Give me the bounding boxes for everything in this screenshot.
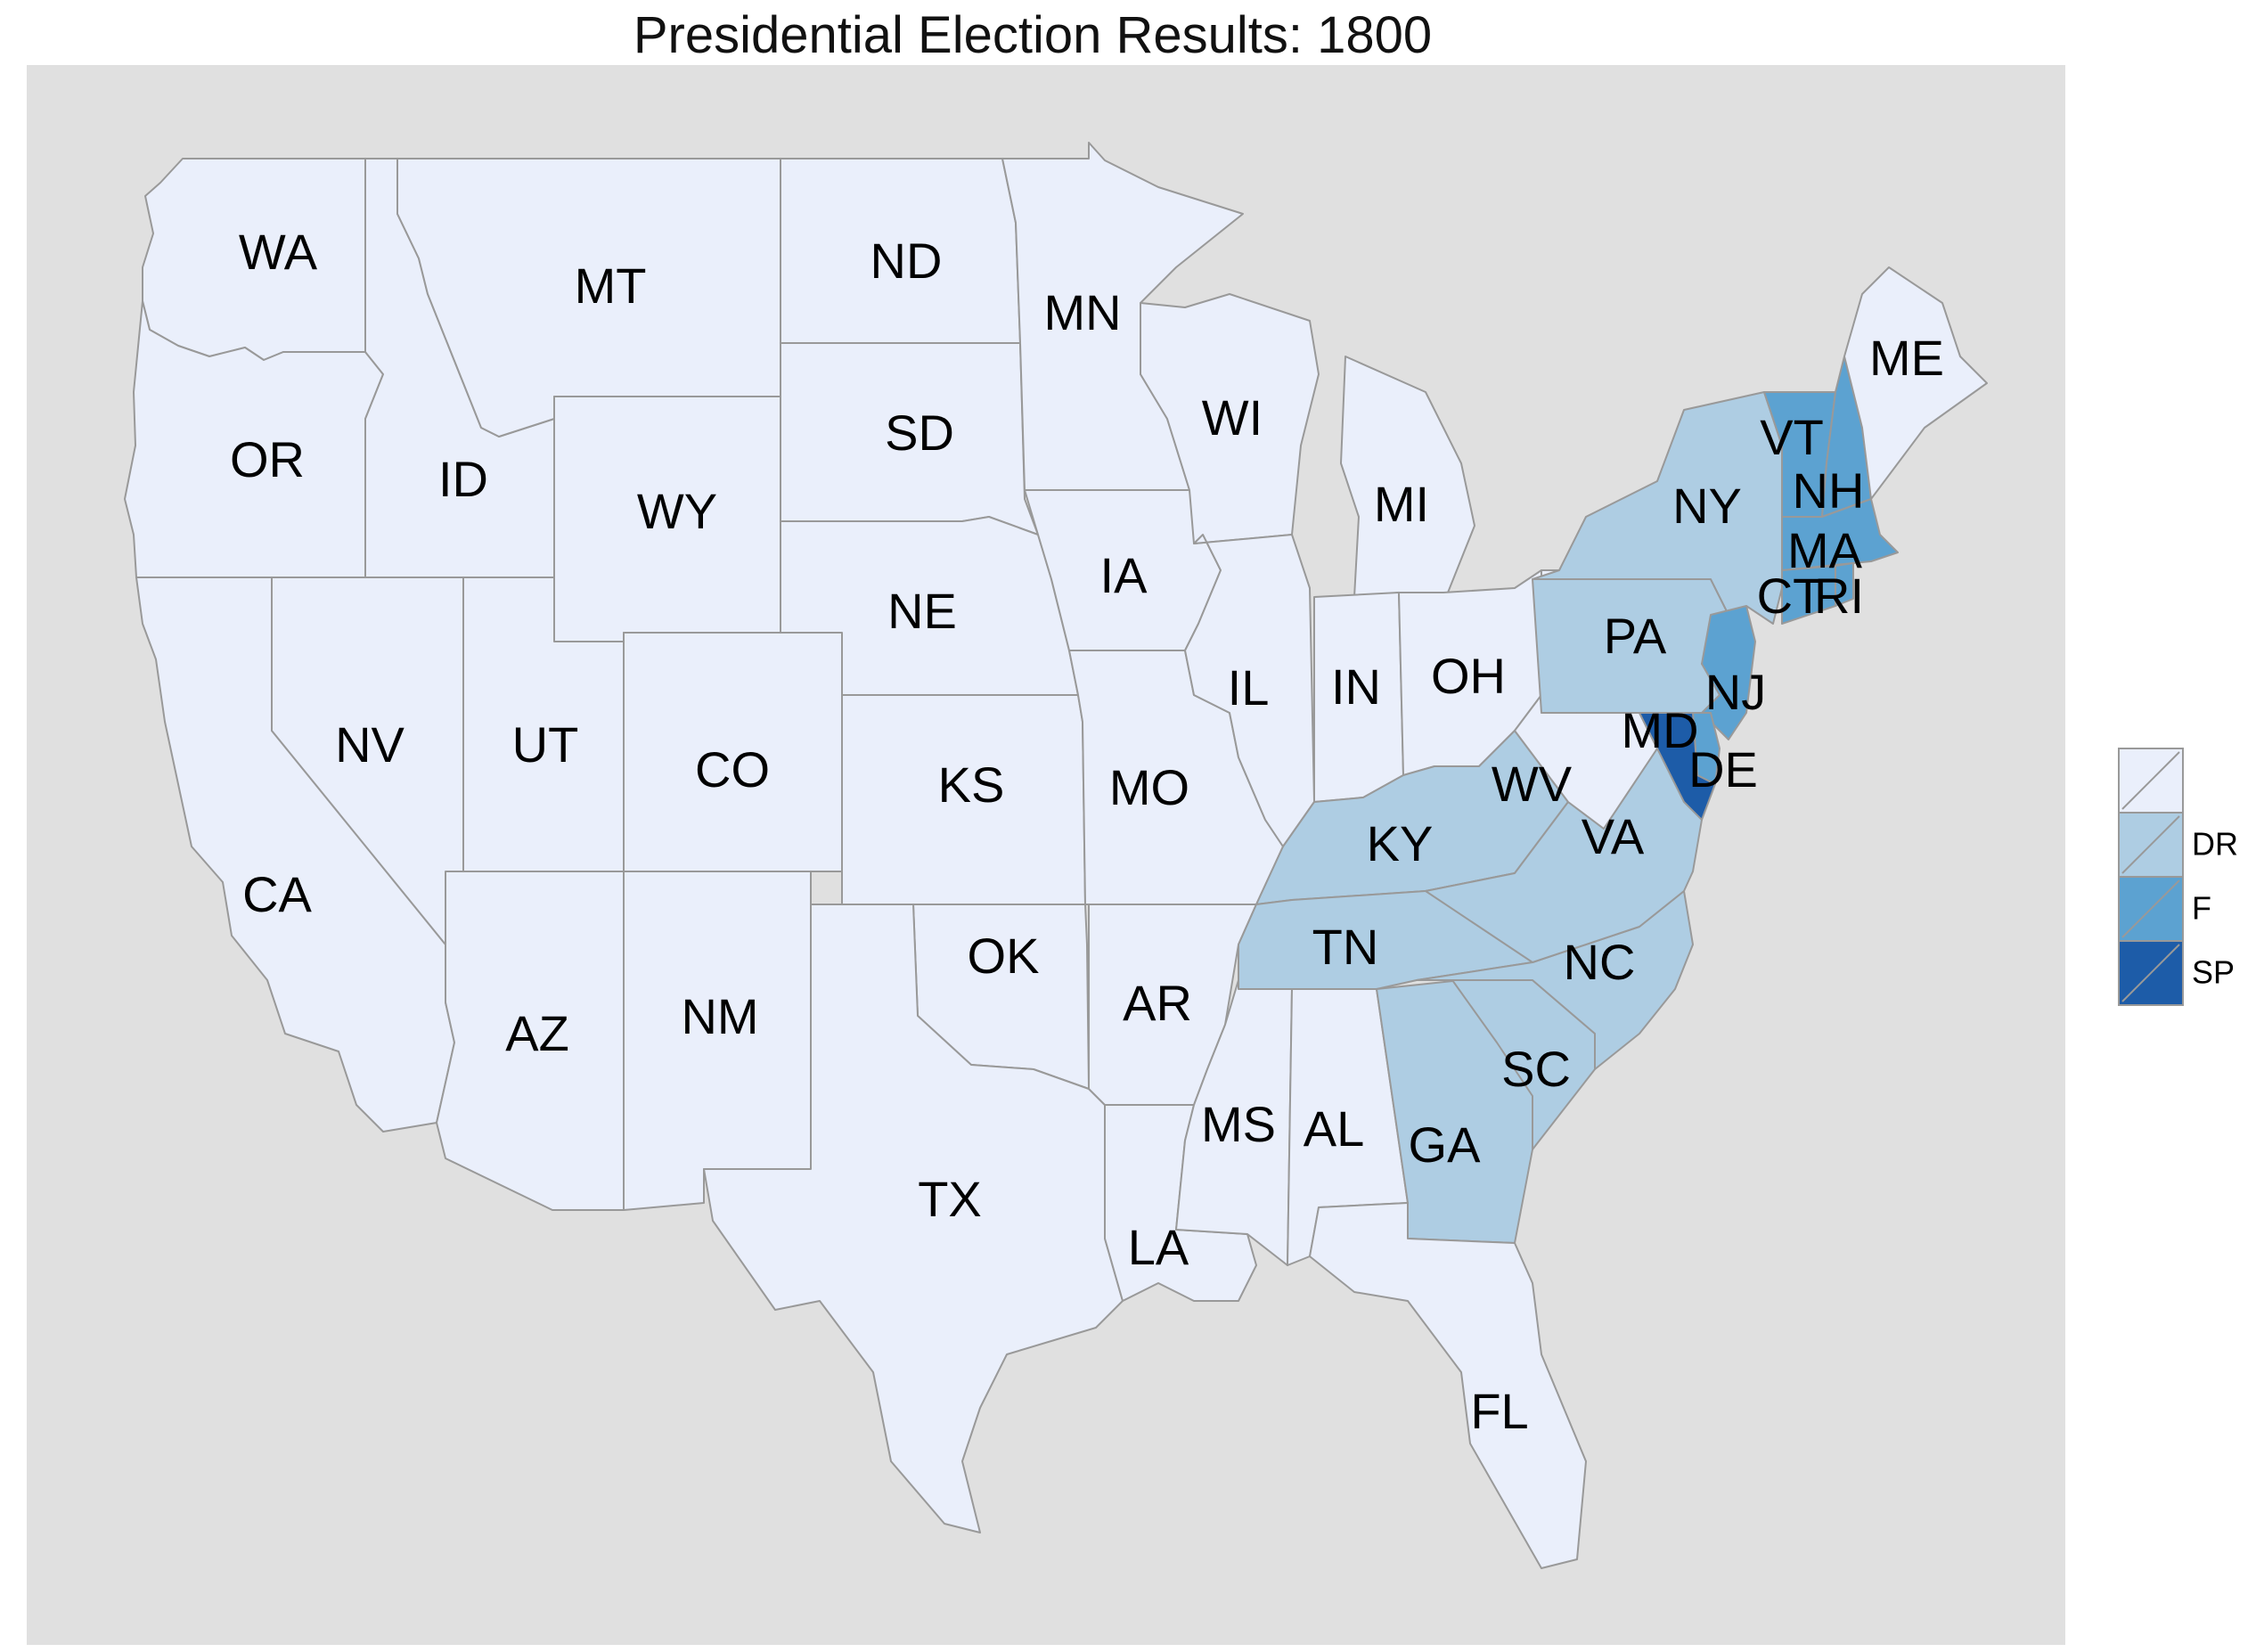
state-label-sc: SC — [1501, 1041, 1571, 1097]
state-label-az: AZ — [505, 1005, 569, 1061]
state-label-tx: TX — [918, 1171, 982, 1227]
state-label-va: VA — [1582, 808, 1645, 864]
state-label-ga: GA — [1409, 1116, 1482, 1173]
state-label-al: AL — [1304, 1100, 1365, 1157]
state-label-nj: NJ — [1705, 664, 1766, 720]
state-ms — [1175, 979, 1293, 1266]
state-label-vt: VT — [1760, 409, 1824, 465]
state-nj — [1701, 605, 1756, 740]
legend-label-sp: SP — [2192, 954, 2235, 991]
map-title: Presidential Election Results: 1800 — [633, 6, 1433, 64]
state-label-me: ME — [1869, 330, 1944, 386]
state-md — [1576, 712, 1716, 821]
state-label-wv: WV — [1492, 756, 1573, 812]
state-label-nh: NH — [1793, 462, 1865, 519]
state-label-ma: MA — [1787, 522, 1863, 578]
state-label-nv: NV — [335, 716, 405, 773]
legend-slash — [2121, 815, 2180, 874]
state-label-ms: MS — [1201, 1096, 1276, 1152]
state-label-wi: WI — [1202, 389, 1263, 446]
state-fl — [1309, 1202, 1587, 1569]
state-label-md: MD — [1621, 702, 1698, 758]
states-layer — [124, 142, 1988, 1569]
state-label-nd: ND — [870, 233, 943, 289]
legend-slash — [2121, 944, 2180, 1002]
state-label-pa: PA — [1604, 608, 1667, 664]
state-label-ny: NY — [1672, 478, 1742, 534]
state-label-ca: CA — [242, 866, 312, 922]
state-label-fl: FL — [1470, 1383, 1528, 1439]
legend-label-dr: DR — [2192, 826, 2238, 863]
state-label-mn: MN — [1043, 284, 1121, 340]
state-ri — [1835, 562, 1854, 607]
state-label-oh: OH — [1431, 648, 1506, 704]
state-label-la: LA — [1128, 1219, 1189, 1275]
legend-slash — [2121, 879, 2180, 938]
state-label-nm: NM — [681, 988, 758, 1044]
legend-slash — [2121, 751, 2180, 810]
state-label-ne: NE — [887, 583, 957, 639]
state-label-tn: TN — [1312, 919, 1379, 975]
state-label-ar: AR — [1123, 975, 1192, 1031]
state-label-in: IN — [1331, 658, 1381, 715]
state-label-ri: RI — [1814, 568, 1864, 624]
state-il — [1184, 534, 1315, 847]
state-label-co: CO — [695, 741, 770, 797]
state-label-mi: MI — [1374, 476, 1429, 532]
state-label-or: OR — [230, 431, 305, 487]
state-label-ky: KY — [1367, 815, 1434, 871]
state-label-ks: KS — [938, 756, 1005, 813]
state-label-ct: CT — [1757, 568, 1824, 624]
state-label-de: DE — [1688, 741, 1758, 797]
state-label-id: ID — [438, 451, 488, 507]
labels-layer: WA OR CA ID NV MT WY UT AZ CO NM ND SD NE KS OK TX MN IA MO… — [230, 224, 1944, 1439]
state-tx — [703, 904, 1124, 1533]
state-label-ia: IA — [1100, 547, 1148, 603]
state-me — [1843, 266, 1988, 500]
state-label-ut: UT — [512, 716, 579, 773]
state-label-il: IL — [1228, 659, 1270, 716]
legend-label-f: F — [2192, 890, 2211, 927]
state-label-mt: MT — [575, 258, 647, 314]
state-label-wa: WA — [239, 224, 318, 280]
state-label-sd: SD — [885, 405, 954, 461]
state-label-nc: NC — [1564, 934, 1636, 990]
legend: DR F SP — [2118, 748, 2238, 1006]
state-wi — [1140, 293, 1320, 544]
state-label-mo: MO — [1109, 759, 1189, 815]
state-label-ok: OK — [968, 928, 1040, 984]
state-label-wy: WY — [637, 483, 717, 539]
